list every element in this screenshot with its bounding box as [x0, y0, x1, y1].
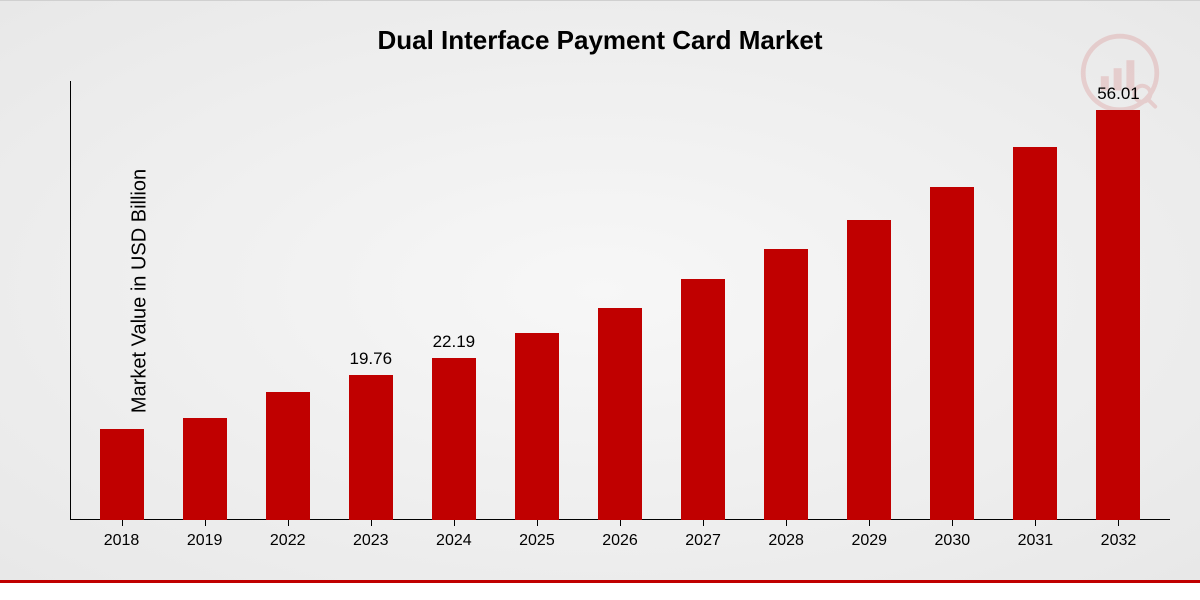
bar: [515, 333, 559, 520]
bar-value-label: 19.76: [349, 349, 392, 369]
chart-title: Dual Interface Payment Card Market: [0, 25, 1200, 56]
bar: [598, 308, 642, 520]
x-axis-label: 2019: [163, 532, 246, 550]
bar-slot: 19.76: [329, 81, 412, 520]
x-tick: [537, 520, 538, 526]
bar-slot: [80, 81, 163, 520]
bar-value-label: 22.19: [433, 332, 476, 352]
bar: [1013, 147, 1057, 520]
bar-slot: [828, 81, 911, 520]
bar-slot: [911, 81, 994, 520]
x-tick: [122, 520, 123, 526]
x-axis-label: 2028: [745, 532, 828, 550]
footer-stripe: [0, 580, 1200, 600]
x-tick: [288, 520, 289, 526]
x-axis-label: 2022: [246, 532, 329, 550]
bar-slot: [994, 81, 1077, 520]
plot-area: 19.76 22.19 56.01: [70, 81, 1170, 520]
x-tick: [1118, 520, 1119, 526]
bar: [266, 392, 310, 520]
bar-slot: [246, 81, 329, 520]
x-axis-label: 2025: [495, 532, 578, 550]
bars-group: 19.76 22.19 56.01: [70, 81, 1170, 520]
bar-slot: [662, 81, 745, 520]
x-tick: [952, 520, 953, 526]
x-tick: [786, 520, 787, 526]
x-axis-label: 2031: [994, 532, 1077, 550]
x-axis-label: 2032: [1077, 532, 1160, 550]
x-tick: [454, 520, 455, 526]
x-tick: [703, 520, 704, 526]
bar: [100, 429, 144, 520]
x-tick: [620, 520, 621, 526]
x-axis-label: 2018: [80, 532, 163, 550]
bar-slot: [578, 81, 661, 520]
bar: [847, 220, 891, 520]
bar: [681, 279, 725, 520]
chart-container: Dual Interface Payment Card Market Marke…: [0, 0, 1200, 580]
x-tick: [371, 520, 372, 526]
x-axis-label: 2023: [329, 532, 412, 550]
bar: 19.76: [349, 375, 393, 520]
bar-slot: [495, 81, 578, 520]
bar: [183, 418, 227, 520]
x-axis-labels: 2018201920222023202420252026202720282029…: [70, 532, 1170, 550]
bar-slot: 56.01: [1077, 81, 1160, 520]
x-axis-label: 2030: [911, 532, 994, 550]
bar-slot: [745, 81, 828, 520]
bar: [930, 187, 974, 520]
bar-value-label: 56.01: [1097, 84, 1140, 104]
x-axis-label: 2029: [828, 532, 911, 550]
bar: 22.19: [432, 358, 476, 520]
x-axis-label: 2026: [578, 532, 661, 550]
bar-slot: 22.19: [412, 81, 495, 520]
bar: 56.01: [1096, 110, 1140, 520]
x-axis-label: 2027: [662, 532, 745, 550]
x-tick: [869, 520, 870, 526]
x-tick: [1035, 520, 1036, 526]
x-tick: [205, 520, 206, 526]
bar-slot: [163, 81, 246, 520]
bar: [764, 249, 808, 520]
x-axis-label: 2024: [412, 532, 495, 550]
